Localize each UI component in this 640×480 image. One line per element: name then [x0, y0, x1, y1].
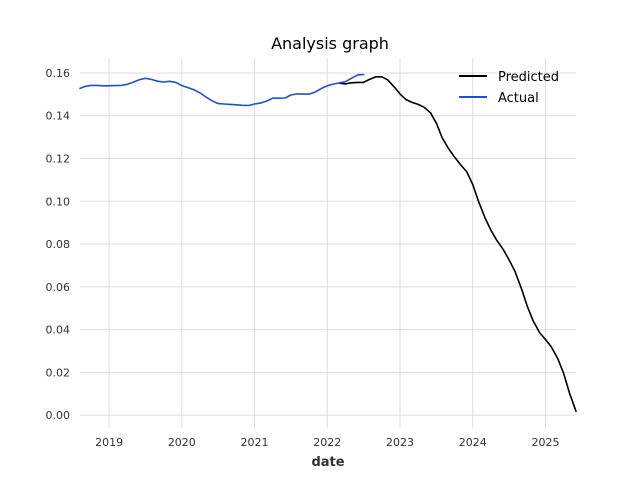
- y-tick-label: 0.00: [46, 409, 71, 422]
- y-tick-label: 0.10: [46, 195, 71, 208]
- x-tick-label: 2025: [531, 436, 559, 449]
- x-tick-label: 2020: [168, 436, 196, 449]
- series-line-predicted: [338, 76, 577, 413]
- x-tick-label: 2022: [313, 436, 341, 449]
- y-tick-label: 0.14: [46, 110, 71, 123]
- chart-title: Analysis graph: [271, 34, 389, 53]
- y-tick-label: 0.02: [46, 366, 71, 379]
- series-line-actual: [79, 73, 365, 107]
- legend-label-predicted: Predicted: [498, 70, 559, 85]
- x-tick-label: 2021: [241, 436, 269, 449]
- x-tick-label: 2019: [95, 436, 123, 449]
- legend-label-actual: Actual: [498, 91, 539, 106]
- x-tick-label: 2024: [459, 436, 487, 449]
- ticks: 2019 2020 2021 2022 2023 2024 2025 0.00 0.02 0.04…: [46, 67, 560, 449]
- y-tick-label: 0.16: [46, 67, 71, 80]
- y-tick-label: 0.06: [46, 281, 71, 294]
- y-tick-label: 0.12: [46, 153, 71, 166]
- x-axis-label: date: [311, 455, 344, 470]
- series-layer: [79, 73, 577, 413]
- y-tick-label: 0.04: [46, 324, 71, 337]
- x-tick-label: 2023: [386, 436, 414, 449]
- legend: Predicted Actual: [459, 70, 559, 106]
- grid: [80, 58, 576, 428]
- y-tick-label: 0.08: [46, 238, 71, 251]
